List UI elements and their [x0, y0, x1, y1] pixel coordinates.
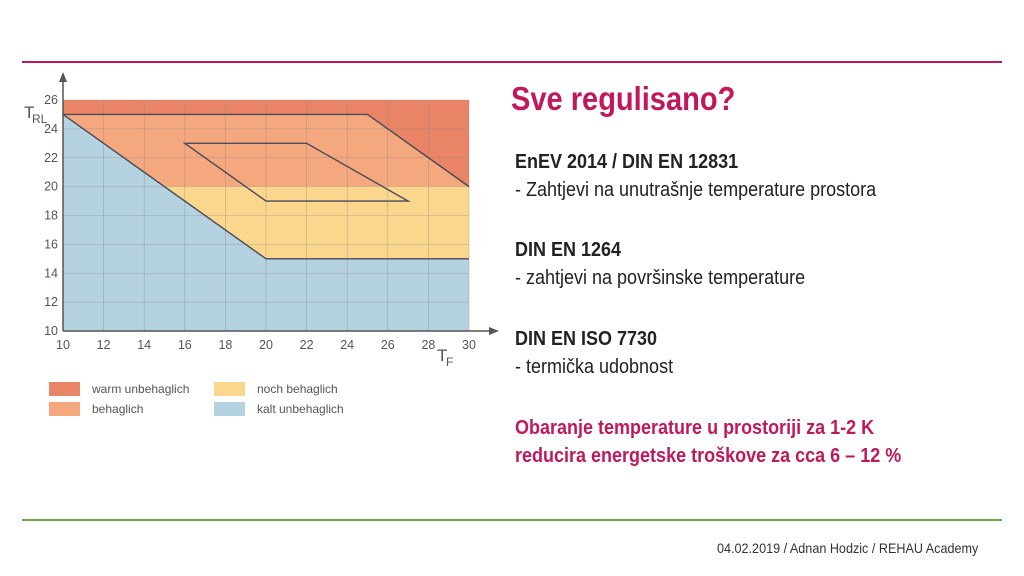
lower-boundary [62, 113, 469, 260]
x-tick-label-28: 28 [421, 338, 435, 352]
x-axis-label: T [437, 346, 447, 365]
y-tick-label-12: 12 [44, 295, 58, 309]
x-tick-label-16: 16 [178, 338, 192, 352]
highlight-line-2: reducira energetske troškove za cca 6 – … [515, 445, 902, 467]
x-tick-label-14: 14 [137, 338, 151, 352]
legend-swatch-noch-behaglich [214, 382, 245, 396]
y-tick-label-26: 26 [44, 93, 58, 107]
region-kalt-unbehaglich [63, 114, 469, 331]
legend-swatch-warm-unbehaglich [49, 382, 80, 396]
x-axis-label-sub: F [446, 355, 453, 369]
y-axis-label: T [24, 103, 34, 122]
y-tick-label-20: 20 [44, 180, 58, 194]
x-tick-label-22: 22 [300, 338, 314, 352]
comfort-chart: 10 12 14 16 18 20 22 24 26 28 30 10 12 14 16 18 20 22 24 26… [24, 72, 499, 416]
outer-boundary [63, 113, 470, 188]
bottom-rule [22, 519, 1002, 521]
y-tick-label-24: 24 [44, 122, 58, 136]
inner-parallelogram [182, 142, 411, 202]
standard-iso7730: DIN EN ISO 7730 [515, 328, 658, 350]
x-tick-label-12: 12 [97, 338, 111, 352]
legend-label-warm-unbehaglich: warm unbehaglich [91, 382, 189, 396]
standard-enev-desc: - Zahtjevi na unutrašnje temperature pro… [515, 179, 877, 201]
legend-swatch-kalt-unbehaglich [214, 402, 245, 416]
top-rule [22, 61, 1002, 63]
y-tick-label-18: 18 [44, 209, 58, 223]
y-tick-label-14: 14 [44, 266, 58, 280]
y-tick-label-22: 22 [44, 151, 58, 165]
x-axis-arrow [489, 327, 499, 335]
slide-title: Sve regulisano? [511, 80, 736, 117]
standard-din1264: DIN EN 1264 [515, 239, 622, 261]
legend-swatch-behaglich [49, 402, 80, 416]
legend-label-noch-behaglich: noch behaglich [257, 382, 338, 396]
footer: 04.02.2019 / Adnan Hodzic / REHAU Academ… [716, 540, 978, 556]
y-axis-label-sub: RL [32, 112, 48, 126]
legend-label-behaglich: behaglich [92, 402, 143, 416]
x-tick-label-20: 20 [259, 338, 273, 352]
y-axis-arrow [59, 72, 67, 82]
highlight-line-1: Obaranje temperature u prostoriji za 1-2… [515, 417, 875, 439]
y-tick-label-10: 10 [44, 324, 58, 338]
x-tick-label-10: 10 [56, 338, 70, 352]
x-tick-label-26: 26 [381, 338, 395, 352]
x-tick-label-24: 24 [340, 338, 354, 352]
standard-iso7730-desc: - termička udobnost [515, 356, 674, 378]
legend-label-kalt-unbehaglich: kalt unbehaglich [257, 402, 344, 416]
y-tick-label-16: 16 [44, 237, 58, 251]
x-tick-label-30: 30 [462, 338, 476, 352]
standard-din1264-desc: - zahtjevi na površinske temperature [515, 267, 806, 289]
standard-enev: EnEV 2014 / DIN EN 12831 [515, 151, 739, 173]
x-tick-label-18: 18 [218, 338, 232, 352]
